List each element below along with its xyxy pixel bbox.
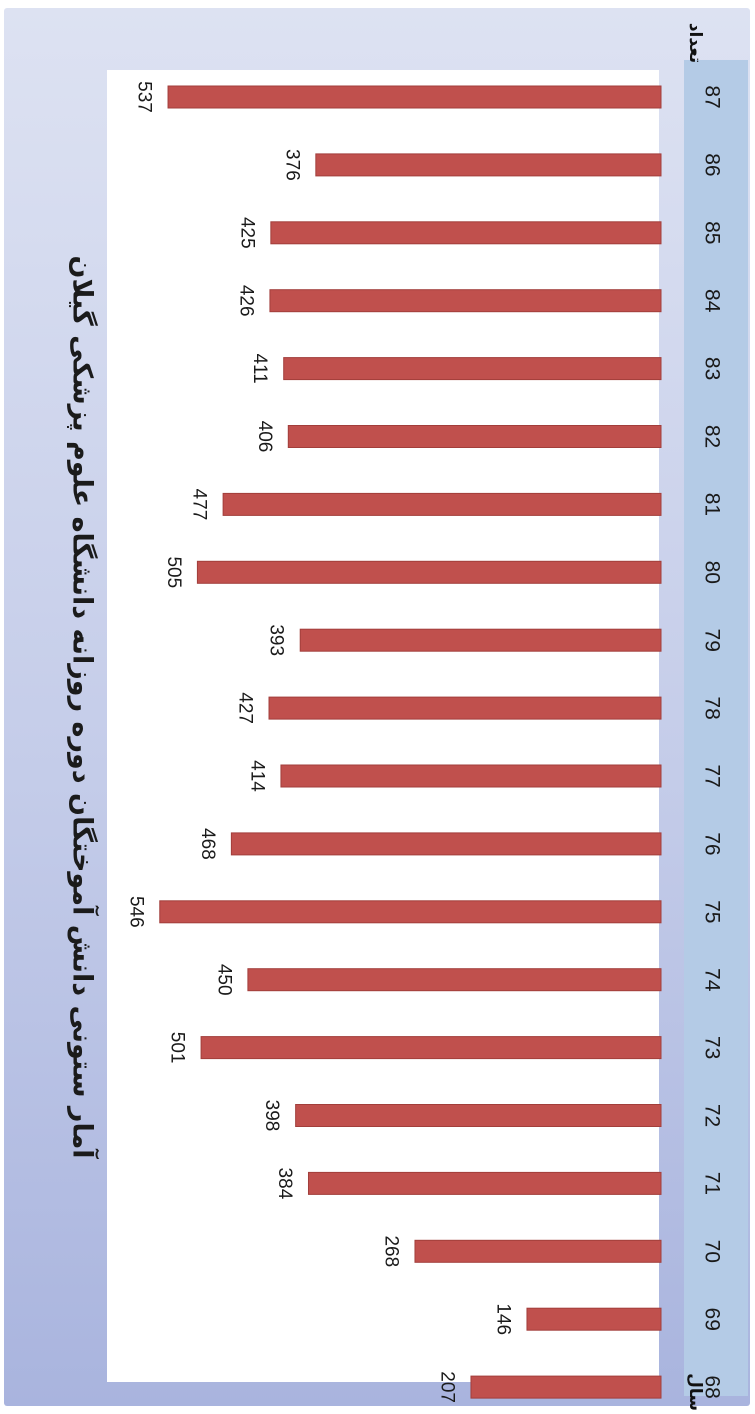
tick-label-75: 75 bbox=[701, 900, 724, 923]
data-label-79: 393 bbox=[266, 624, 287, 656]
bar-76 bbox=[230, 832, 662, 856]
tick-label-85: 85 bbox=[701, 221, 724, 244]
data-label-71: 384 bbox=[274, 1168, 295, 1200]
data-label-76: 468 bbox=[197, 828, 218, 860]
category-axis-band bbox=[684, 60, 748, 1396]
data-label-78: 427 bbox=[235, 692, 256, 724]
tick-label-82: 82 bbox=[701, 425, 724, 448]
bar-85 bbox=[270, 221, 662, 245]
data-label-75: 546 bbox=[125, 896, 146, 928]
bar-72 bbox=[295, 1104, 662, 1127]
data-label-77: 414 bbox=[246, 760, 267, 792]
bar-83 bbox=[283, 357, 662, 381]
data-label-84: 426 bbox=[235, 285, 256, 317]
bar-87 bbox=[167, 85, 662, 109]
tick-label-84: 84 bbox=[701, 289, 724, 313]
data-label-81: 477 bbox=[189, 489, 210, 521]
tick-label-76: 76 bbox=[701, 832, 724, 855]
tick-label-83: 83 bbox=[701, 357, 724, 380]
data-label-70: 268 bbox=[380, 1235, 401, 1267]
data-label-82: 406 bbox=[254, 421, 275, 453]
data-label-68: 207 bbox=[436, 1371, 457, 1403]
bar-71 bbox=[307, 1171, 662, 1195]
tick-label-69: 69 bbox=[701, 1308, 724, 1331]
tick-label-68: 68 bbox=[701, 1375, 724, 1398]
tick-label-72: 72 bbox=[701, 1104, 724, 1127]
bar-81 bbox=[222, 492, 662, 516]
bar-82 bbox=[287, 425, 662, 448]
data-label-72: 398 bbox=[261, 1100, 282, 1132]
tick-label-71: 71 bbox=[701, 1172, 724, 1195]
bar-73 bbox=[200, 1036, 662, 1060]
tick-label-74: 74 bbox=[701, 968, 724, 992]
bar-68 bbox=[470, 1375, 662, 1399]
bar-86 bbox=[315, 153, 662, 177]
tick-label-80: 80 bbox=[701, 561, 724, 584]
tick-label-79: 79 bbox=[701, 629, 724, 652]
data-label-73: 501 bbox=[167, 1032, 188, 1064]
tick-label-70: 70 bbox=[701, 1240, 724, 1263]
tick-label-81: 81 bbox=[701, 493, 724, 516]
bar-78 bbox=[268, 696, 662, 720]
tick-label-87: 87 bbox=[701, 85, 724, 108]
bar-69 bbox=[526, 1307, 662, 1331]
data-label-74: 450 bbox=[213, 964, 234, 996]
bar-70 bbox=[414, 1239, 662, 1263]
tick-label-73: 73 bbox=[701, 1036, 724, 1059]
plot-area bbox=[107, 70, 659, 1382]
data-label-69: 146 bbox=[492, 1303, 513, 1335]
bar-75 bbox=[159, 900, 662, 924]
tick-label-77: 77 bbox=[701, 764, 724, 787]
data-label-83: 411 bbox=[249, 353, 270, 383]
tick-label-86: 86 bbox=[701, 153, 724, 176]
bar-74 bbox=[247, 968, 662, 992]
bar-77 bbox=[280, 764, 662, 788]
tick-label-78: 78 bbox=[701, 696, 724, 719]
data-label-85: 425 bbox=[236, 217, 257, 249]
bar-79 bbox=[299, 628, 662, 652]
bar-84 bbox=[269, 289, 662, 313]
data-label-80: 505 bbox=[163, 556, 184, 588]
data-label-87: 537 bbox=[134, 81, 155, 113]
data-label-86: 376 bbox=[281, 149, 302, 181]
bar-80 bbox=[196, 560, 662, 584]
